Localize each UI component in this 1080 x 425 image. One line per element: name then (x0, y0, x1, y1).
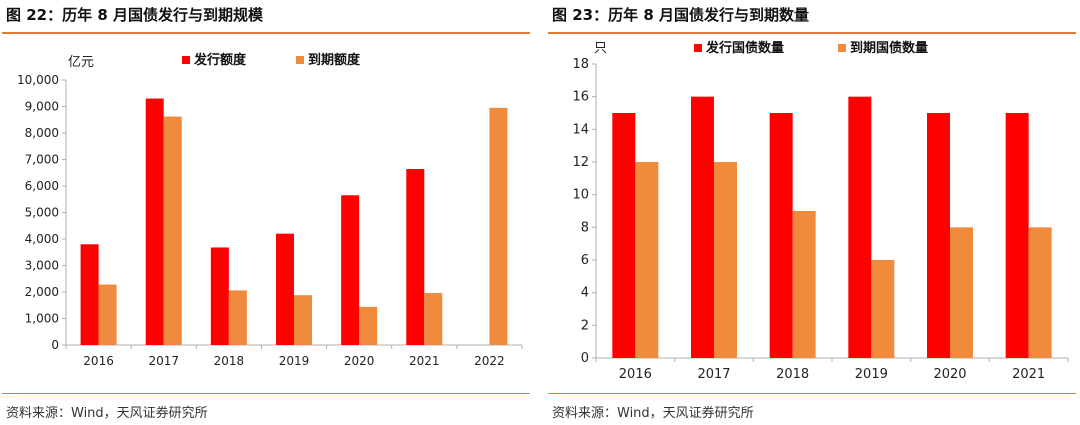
unit-label: 亿元 (68, 55, 94, 70)
chart-panel-issuance-amount: 图 22：历年 8 月国债发行与到期规模 亿元 发行额度 到期额度 0 1,000 2,0… (2, 0, 530, 425)
bar (1005, 113, 1029, 358)
bar (489, 107, 508, 345)
legend-swatch (694, 44, 702, 52)
y-tick-label: 14 (572, 122, 589, 137)
bar (1028, 227, 1052, 358)
y-tick-label: 10 (572, 188, 589, 203)
bar (341, 195, 360, 345)
y-tick-label: 8,000 (25, 126, 59, 140)
bar (950, 227, 973, 358)
y-tick-label: 2 (581, 318, 589, 333)
bar (98, 284, 117, 345)
x-tick-label: 2018 (214, 354, 245, 368)
unit-label: 只 (594, 41, 607, 56)
y-tick-label: 5,000 (25, 206, 59, 220)
legend-swatch (838, 44, 846, 52)
bar (294, 295, 312, 345)
y-tick-label: 3,000 (25, 259, 59, 273)
bar (80, 244, 99, 345)
x-tick-label: 2016 (619, 367, 652, 381)
source-note: 资料来源：Wind，天风证券研究所 (552, 406, 754, 421)
legend-label: 发行额度 (193, 52, 247, 68)
bar (691, 96, 714, 358)
y-tick-label: 4,000 (25, 232, 59, 246)
x-tick-label: 2021 (409, 354, 440, 368)
title-rule (548, 32, 1076, 34)
bar (635, 162, 659, 358)
bar (163, 116, 182, 345)
y-tick-label: 7,000 (25, 153, 59, 167)
bar (406, 169, 425, 345)
y-tick-label: 1,000 (25, 312, 59, 326)
legend-label: 发行国债数量 (705, 40, 784, 56)
bar (769, 113, 793, 358)
x-tick-label: 2018 (776, 367, 809, 381)
bar (792, 211, 816, 358)
y-tick-label: 8 (581, 220, 589, 235)
bar (848, 96, 872, 358)
chart-panel-issuance-count: 图 23：历年 8 月国债发行与到期数量 只 发行国债数量 到期国债数量 0 2 4 6 8 1… (548, 0, 1076, 425)
x-tick-label: 2022 (474, 354, 505, 368)
bar (276, 233, 294, 345)
y-tick-label: 0 (51, 338, 59, 352)
x-tick-label: 2017 (148, 354, 179, 368)
x-tick-label: 2017 (697, 367, 730, 381)
bar (424, 293, 443, 345)
legend-label: 到期国债数量 (850, 40, 928, 56)
title-rule (2, 32, 530, 34)
y-tick-label: 12 (572, 155, 589, 170)
bar-chart-count: 只 发行国债数量 到期国债数量 0 2 4 6 8 10 12 14 16 18 2016 2017 2018… (572, 40, 1069, 381)
y-tick-label: 0 (581, 351, 589, 366)
bar (210, 247, 229, 345)
bar (927, 113, 950, 358)
x-tick-label: 2020 (344, 354, 375, 368)
legend-label: 到期额度 (308, 52, 361, 68)
bar (871, 260, 895, 358)
bar (714, 162, 737, 358)
x-tick-label: 2020 (933, 367, 966, 381)
x-tick-label: 2016 (83, 354, 114, 368)
chart-title: 图 23：历年 8 月国债发行与到期数量 (552, 6, 809, 24)
bar-chart-amount: 亿元 发行额度 到期额度 0 1,000 2,000 3,000 4,000 5,000 6,00… (17, 52, 523, 368)
legend-swatch (296, 56, 304, 64)
y-tick-label: 18 (572, 57, 589, 72)
x-tick-label: 2019 (855, 367, 888, 381)
chart-title: 图 22：历年 8 月国债发行与到期规模 (6, 6, 263, 24)
bar (612, 113, 636, 358)
source-rule (548, 393, 1076, 394)
y-tick-label: 10,000 (17, 73, 59, 87)
x-tick-label: 2021 (1012, 367, 1045, 381)
y-tick-label: 6 (581, 253, 589, 268)
bar (228, 290, 247, 345)
y-tick-label: 6,000 (25, 179, 59, 193)
y-tick-label: 4 (581, 286, 589, 301)
bar (145, 98, 164, 345)
source-rule (2, 393, 530, 394)
bar (359, 306, 378, 345)
x-tick-label: 2019 (279, 354, 310, 368)
y-tick-label: 16 (572, 90, 589, 105)
legend-swatch (182, 56, 190, 64)
y-tick-label: 9,000 (25, 100, 59, 114)
y-tick-label: 2,000 (25, 285, 59, 299)
source-note: 资料来源：Wind，天风证券研究所 (6, 406, 208, 421)
